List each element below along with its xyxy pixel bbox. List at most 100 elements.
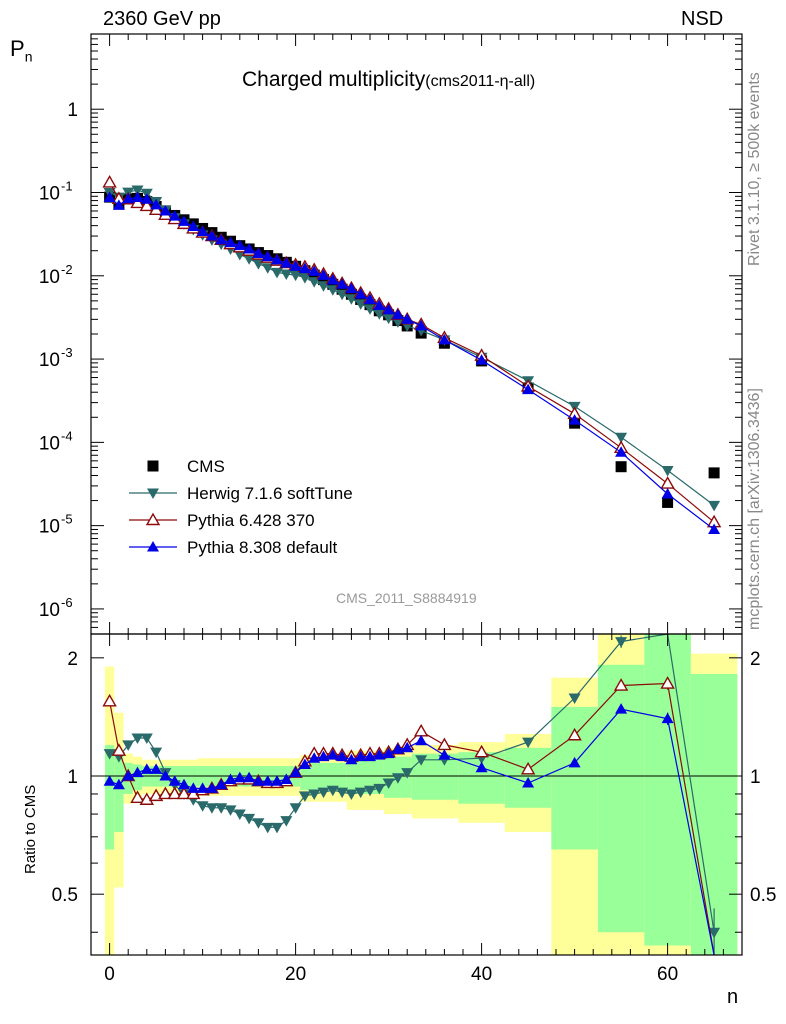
ratio-point-pythia8-39 xyxy=(661,712,674,724)
ratio-point-pythia6-39 xyxy=(660,676,675,689)
ratio-point-pythia6-33 xyxy=(413,723,429,737)
ratio-point-herwig-14 xyxy=(233,809,246,821)
ratio-point-pythia8-38 xyxy=(615,703,628,714)
legend-entry-herwig: Herwig 7.1.6 softTune xyxy=(129,484,353,503)
ratio-point-pythia6-37 xyxy=(567,727,582,741)
ratio-point-herwig-26 xyxy=(345,789,358,800)
ratio-point-herwig-10 xyxy=(196,801,209,812)
point-pythia8-35 xyxy=(475,354,488,365)
point-pythia8-7 xyxy=(168,210,181,221)
point-pythia6-3 xyxy=(130,195,145,209)
point-pythia8-6 xyxy=(159,204,172,216)
ratio-point-pythia6-3 xyxy=(130,790,145,804)
legend-marker-herwig xyxy=(147,488,159,499)
ratio-point-pythia8-1 xyxy=(112,778,125,790)
ratio-point-pythia8-2 xyxy=(122,770,135,781)
ratio-point-pythia8-12 xyxy=(215,778,228,790)
point-pythia8-39 xyxy=(661,487,674,499)
ratio-point-pythia6-0 xyxy=(102,693,117,707)
legend: CMS Herwig 7.1.6 softTune Pythia 6.428 370… xyxy=(129,457,353,557)
legend-label-herwig: Herwig 7.1.6 softTune xyxy=(187,484,353,503)
ratio-point-pythia8-0 xyxy=(103,775,116,786)
ratio-point-herwig-40 xyxy=(708,927,721,939)
y-tick-label-base: 10 xyxy=(39,184,60,205)
point-pythia8-21 xyxy=(298,262,311,274)
ratio-series-pythia8 xyxy=(103,703,715,955)
point-pythia8-18 xyxy=(271,253,283,265)
ratio-point-pythia8-27 xyxy=(354,750,367,762)
y-tick-label-ratio-left-0.5: 0.5 xyxy=(52,885,78,906)
legend-marker-pythia8 xyxy=(147,541,159,552)
ratio-point-herwig-22 xyxy=(308,789,321,800)
ratio-point-pythia6-4 xyxy=(139,792,155,805)
y-tick-label-exp: -2 xyxy=(61,262,73,277)
point-pythia8-1 xyxy=(112,199,125,210)
y-tick-label-main-0.01: 10 -2 xyxy=(39,262,73,288)
point-herwig-29 xyxy=(373,309,386,320)
point-pythia8-32 xyxy=(401,313,414,324)
y-tick-label-main-0.0001: 10 -4 xyxy=(39,428,73,454)
point-pythia6-4 xyxy=(139,198,155,212)
y-tick-label-ratio-right-1: 1 xyxy=(750,767,761,788)
point-herwig-18 xyxy=(271,267,283,279)
ratio-point-pythia8-8 xyxy=(178,778,190,790)
band-inner-0 xyxy=(104,744,115,850)
ratio-point-pythia8-29 xyxy=(373,749,386,760)
point-pythia8-37 xyxy=(568,414,581,425)
legend-label-pythia8: Pythia 8.308 default xyxy=(187,538,338,557)
y-tick-label-ratio-right-2: 2 xyxy=(750,649,761,670)
band-inner-15 xyxy=(690,673,738,955)
ratio-point-herwig-27 xyxy=(354,787,367,799)
point-pythia8-29 xyxy=(373,299,386,310)
y-tick-label-exp: -6 xyxy=(61,595,73,610)
x-tick-label-60: 60 xyxy=(657,964,678,985)
point-pythia8-24 xyxy=(326,274,339,285)
y-tick-label-base: 10 xyxy=(39,433,60,454)
legend-entry-data: CMS xyxy=(147,457,225,476)
ratio-point-pythia8-23 xyxy=(317,750,330,762)
ratio-point-pythia8-28 xyxy=(364,750,376,762)
ratio-point-herwig-29 xyxy=(373,783,386,795)
ratio-point-herwig-15 xyxy=(243,813,256,825)
ratio-point-pythia8-34 xyxy=(438,749,451,760)
point-pythia8-19 xyxy=(280,257,293,268)
plot-title-sub: (cms2011-η-all) xyxy=(425,73,536,90)
point-herwig-30 xyxy=(382,313,395,325)
ratio-point-herwig-0 xyxy=(103,749,116,760)
ratio-point-herwig-23 xyxy=(317,787,330,799)
ratio-point-herwig-24 xyxy=(326,785,339,797)
point-pythia8-22 xyxy=(308,265,321,276)
point-pythia6-39 xyxy=(660,476,675,489)
point-pythia8-3 xyxy=(131,191,144,203)
point-herwig-20 xyxy=(289,270,302,282)
ratio-point-pythia6-35 xyxy=(474,744,489,758)
y-tick-label-ratio-left-1: 1 xyxy=(67,767,78,788)
ratio-point-herwig-17 xyxy=(261,822,274,834)
ratio-point-herwig-4 xyxy=(140,733,153,744)
ratio-point-pythia6-34 xyxy=(437,737,452,751)
side-label-rivet: Rivet 3.1.10, ≥ 500k events xyxy=(746,72,763,266)
point-pythia8-8 xyxy=(178,215,190,226)
ratio-point-pythia8-11 xyxy=(205,782,218,793)
ratio-point-herwig-31 xyxy=(391,773,404,784)
point-pythia8-20 xyxy=(289,260,302,271)
point-data-40 xyxy=(708,467,720,479)
ratio-point-pythia8-6 xyxy=(159,770,172,781)
ratio-point-herwig-16 xyxy=(252,818,265,829)
ratio-series-herwig xyxy=(103,634,721,955)
legend-marker-pythia6 xyxy=(145,512,161,526)
y-tick-label-main-0.00001: 10 -5 xyxy=(39,512,73,538)
point-herwig-21 xyxy=(298,273,311,284)
point-herwig-15 xyxy=(243,254,256,265)
y-tick-label-base: 1 xyxy=(67,100,78,121)
ratio-point-pythia8-4 xyxy=(140,763,153,774)
point-pythia8-28 xyxy=(364,293,376,304)
ratio-point-pythia8-19 xyxy=(280,773,293,784)
ratio-point-pythia8-5 xyxy=(150,763,163,774)
point-data-25 xyxy=(336,283,348,295)
ratio-point-pythia6-6 xyxy=(158,786,173,800)
point-data-39 xyxy=(662,496,674,508)
point-herwig-38 xyxy=(615,432,628,444)
point-pythia8-26 xyxy=(345,282,358,294)
ratio-point-pythia8-21 xyxy=(298,758,311,769)
